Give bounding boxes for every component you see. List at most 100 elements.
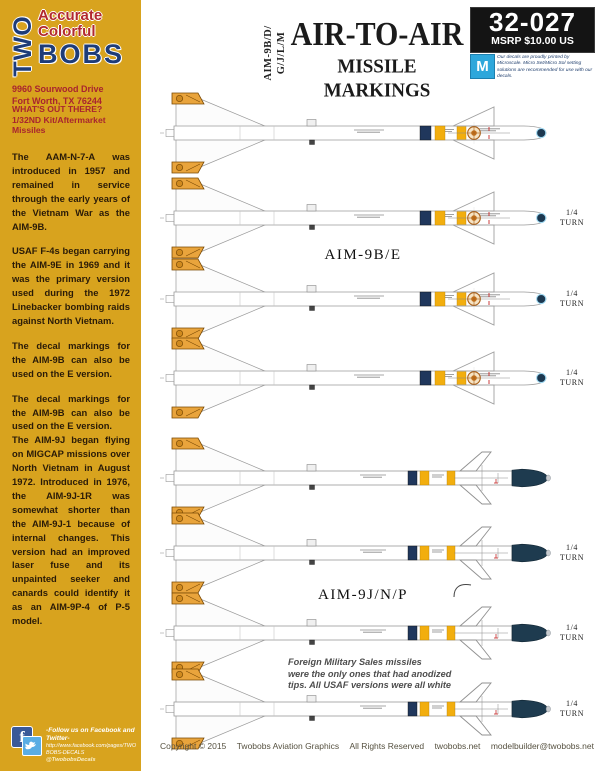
hanger-bracket bbox=[306, 464, 317, 490]
twitter-handle: @TwobobsDecals bbox=[46, 757, 96, 763]
missile-aim9be-3 bbox=[160, 258, 547, 340]
quarter-turn-label: 1/4 TURN bbox=[550, 368, 594, 387]
upper-canard bbox=[452, 351, 495, 372]
microscale-logo: M bbox=[470, 54, 495, 79]
stencil-markings bbox=[360, 549, 444, 553]
anodized-nose-cone bbox=[511, 623, 548, 643]
yellow-band-2 bbox=[446, 545, 456, 561]
seeker-dome bbox=[536, 372, 547, 384]
series-heading: WHAT'S OUT THERE? bbox=[12, 104, 103, 114]
roundel-marking bbox=[467, 211, 481, 225]
roundel-marking bbox=[467, 292, 481, 306]
rolleron-upper bbox=[171, 258, 205, 271]
lower-canard bbox=[452, 139, 495, 160]
stencil-markings bbox=[360, 629, 444, 633]
stencil-markings bbox=[354, 213, 500, 218]
yellow-band-2 bbox=[446, 701, 456, 717]
upper-canard bbox=[452, 191, 495, 212]
quarter-turn-word: TURN bbox=[559, 298, 585, 308]
twobobs-logo: TWO Accurate Colorful BOBS bbox=[6, 8, 136, 78]
series-subtitle: 1/32ND Kit/Aftermarket Missiles bbox=[12, 114, 106, 136]
red-stencil-marks bbox=[494, 710, 498, 715]
hanger-bracket bbox=[306, 119, 317, 145]
rolleron-lower bbox=[171, 161, 205, 174]
address-line1: 9960 Sourwood Drive bbox=[12, 84, 104, 94]
rolleron-upper bbox=[171, 92, 205, 105]
yellow-band bbox=[434, 291, 446, 307]
history-paragraph: The AAM-N-7-A was introduced in 1957 and… bbox=[12, 151, 130, 232]
nose-tip-cap bbox=[545, 705, 551, 713]
sidebar: TWO Accurate Colorful BOBS 9960 Sourwood… bbox=[0, 0, 141, 771]
upper-canard bbox=[458, 682, 492, 703]
quarter-turn-label: 1/4 TURN bbox=[550, 289, 594, 308]
rolleron-upper bbox=[171, 437, 205, 450]
missile-aim9be-4 bbox=[160, 337, 547, 419]
upper-canard bbox=[458, 606, 492, 627]
missile-aim9jnp-2 bbox=[160, 512, 551, 594]
quarter-turn-fraction: 1/4 bbox=[565, 543, 579, 552]
microscale-block: M Our decals are proudly printed by Micr… bbox=[470, 54, 598, 80]
hanger-bracket bbox=[306, 285, 317, 311]
yellow-band bbox=[419, 545, 430, 561]
roundel-marking bbox=[467, 126, 481, 140]
page-subtitle: MISSILE MARKINGS bbox=[323, 55, 431, 102]
follow-us-text: -Follow us on Facebook and Twitter- bbox=[46, 727, 135, 742]
navy-band bbox=[407, 625, 418, 641]
lower-canard bbox=[452, 305, 495, 326]
website-url: twobobs.net bbox=[434, 741, 481, 751]
stencil-markings bbox=[354, 373, 500, 378]
yellow-band bbox=[419, 470, 430, 486]
product-number: 32-027 bbox=[489, 7, 576, 37]
navy-band bbox=[419, 370, 432, 386]
red-stencil-marks bbox=[494, 554, 498, 559]
msrp-price: MSRP $10.00 US bbox=[491, 35, 574, 47]
seeker-dome bbox=[536, 127, 547, 139]
quarter-turn-word: TURN bbox=[559, 217, 585, 227]
product-number-box: 32-027 MSRP $10.00 US bbox=[470, 7, 595, 53]
history-paragraph: The decal markings for the AIM-9B can al… bbox=[12, 392, 130, 627]
logo-tagline-colorful: Colorful bbox=[38, 23, 96, 40]
upper-canard bbox=[458, 451, 492, 472]
stencil-markings bbox=[360, 705, 444, 709]
rolleron-upper bbox=[171, 337, 205, 350]
annotation-squiggle bbox=[453, 584, 472, 598]
rights-text: All Rights Reserved bbox=[349, 741, 425, 751]
rolleron-lower bbox=[171, 246, 205, 259]
rolleron-upper bbox=[171, 592, 205, 605]
yellow-band bbox=[419, 625, 430, 641]
seeker-dome bbox=[536, 293, 547, 305]
red-stencil-marks bbox=[494, 479, 498, 484]
stencil-markings bbox=[360, 474, 444, 478]
yellow-band-2 bbox=[446, 625, 456, 641]
navy-band bbox=[419, 125, 432, 141]
company-address: 9960 Sourwood Drive Fort Worth, TX 76244 bbox=[12, 84, 104, 107]
nose-tip-cap bbox=[545, 474, 551, 482]
fms-note: Foreign Military Sales missiles were the… bbox=[288, 657, 452, 690]
microscale-note: Our decals are proudly printed by Micros… bbox=[497, 55, 593, 80]
rolleron-upper bbox=[171, 177, 205, 190]
red-stencil-marks bbox=[494, 634, 498, 639]
logo-tagline-accurate: Accurate bbox=[38, 7, 103, 24]
series-block: WHAT'S OUT THERE? 1/32ND Kit/Aftermarket… bbox=[12, 104, 141, 136]
quarter-turn-word: TURN bbox=[559, 708, 585, 718]
quarter-turn-fraction: 1/4 bbox=[565, 289, 579, 298]
hanger-bracket bbox=[306, 619, 317, 645]
rolleron-upper bbox=[171, 512, 205, 525]
missile-aim9be-2 bbox=[160, 177, 547, 259]
seeker-dome bbox=[536, 212, 547, 224]
company-name: Twobobs Aviation Graphics bbox=[236, 741, 340, 751]
lower-canard bbox=[458, 639, 492, 660]
social-block: f -Follow us on Facebook and Twitter- ht… bbox=[11, 723, 139, 763]
twitter-bird-icon bbox=[22, 736, 42, 756]
logo-word-bobs: BOBS bbox=[38, 39, 125, 69]
quarter-turn-label: 1/4 TURN bbox=[550, 699, 594, 718]
history-paragraph: The decal markings for the AIM-9B can al… bbox=[12, 339, 130, 379]
address-line2: Fort Worth, TX 76244 bbox=[12, 95, 102, 106]
footer: Copyright © 2015 Twobobs Aviation Graphi… bbox=[160, 741, 594, 751]
rolleron-upper bbox=[171, 668, 205, 681]
navy-band bbox=[407, 470, 418, 486]
history-text: The AAM-N-7-A was introduced in 1957 and… bbox=[12, 150, 130, 639]
hanger-bracket bbox=[306, 695, 317, 721]
yellow-band bbox=[419, 701, 430, 717]
